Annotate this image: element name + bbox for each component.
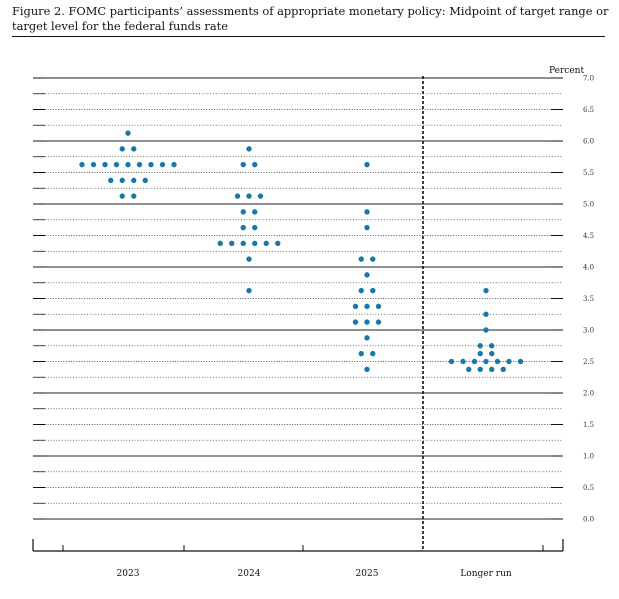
x-category-label: 2025 (356, 569, 379, 579)
participant-dot (500, 366, 506, 373)
dots (79, 130, 524, 373)
participant-dot (370, 350, 376, 357)
participant-dot (217, 240, 223, 247)
participant-dot (125, 130, 131, 136)
participant-dot (234, 193, 241, 199)
participant-dot (358, 350, 364, 357)
x-category-label: 2024 (238, 569, 261, 579)
participant-dot (364, 161, 370, 168)
participant-dot (171, 161, 177, 168)
participant-dot (240, 161, 246, 168)
participant-dot (477, 343, 483, 349)
y-tick-label: 3.5 (583, 295, 594, 303)
y-tick-label: 4.5 (583, 232, 594, 240)
y-tick-label: 6.0 (583, 138, 594, 146)
participant-dot (483, 327, 489, 333)
y-tick-label: 2.0 (583, 390, 594, 398)
participant-dot (252, 224, 258, 231)
participant-dot (375, 303, 382, 310)
participant-dot (358, 287, 364, 294)
y-tick-label: 4.0 (583, 264, 594, 272)
participant-dot (471, 358, 478, 365)
participant-dot (364, 303, 370, 310)
participant-dot (246, 287, 252, 294)
participant-dot (252, 161, 258, 168)
participant-dot (108, 177, 114, 184)
participant-dot (489, 366, 495, 373)
participant-dot (364, 319, 370, 325)
x-category-label: 2023 (117, 569, 140, 579)
y-tick-label: 5.0 (583, 201, 594, 209)
participant-dot (252, 240, 258, 247)
participant-dot (246, 256, 252, 262)
participant-dot (483, 358, 489, 365)
participant-dot (102, 161, 108, 168)
participant-dot (460, 358, 466, 365)
y-tick-label: 7.0 (583, 75, 594, 83)
participant-dot (358, 256, 364, 262)
participant-dot (466, 366, 472, 373)
participant-dot (477, 366, 483, 373)
y-tick-label: 5.5 (583, 169, 594, 177)
participant-dot (229, 240, 235, 247)
participant-dot (246, 193, 252, 199)
participant-dot (263, 240, 269, 247)
participant-dot (240, 240, 246, 247)
y-axis-unit-label: Percent (549, 66, 584, 76)
participant-dot (352, 319, 359, 325)
participant-dot (489, 343, 495, 349)
x-axis: 2023 2024 2025 Longer run (32, 539, 564, 579)
participant-dot (364, 366, 370, 373)
y-tick-label: 1.0 (583, 453, 594, 461)
participant-dot (483, 311, 489, 317)
x-category-label: Longer run (460, 569, 512, 579)
participant-dot (90, 161, 97, 168)
y-tick-label: 3.0 (583, 327, 594, 335)
participant-dot (257, 193, 264, 199)
participant-dot (125, 161, 131, 168)
participant-dot (506, 358, 512, 365)
participant-dot (113, 161, 120, 168)
participant-dot (119, 146, 125, 152)
participant-dot (494, 358, 501, 365)
y-tick-label: 6.5 (583, 106, 594, 114)
participant-dot (142, 177, 148, 184)
participant-dot (489, 350, 495, 357)
participant-dot (364, 209, 370, 215)
participant-dot (131, 193, 137, 199)
title-rule (12, 36, 605, 37)
participant-dot (370, 256, 376, 262)
participant-dot (517, 358, 524, 365)
participant-dot (364, 335, 370, 341)
participant-dot (477, 350, 483, 357)
gridlines (33, 77, 563, 520)
participant-dot (375, 319, 382, 325)
participant-dot (240, 209, 246, 215)
participant-dot (240, 224, 246, 231)
participant-dot (159, 161, 166, 168)
participant-dot (131, 146, 137, 152)
y-tick-label: 1.5 (583, 421, 594, 429)
participant-dot (483, 287, 489, 294)
y-tick-label: 2.5 (583, 358, 594, 366)
y-tick-label: 0.0 (583, 516, 594, 524)
participant-dot (370, 287, 376, 294)
participant-dot (148, 161, 154, 168)
participant-dot (119, 193, 125, 199)
participant-dot (252, 209, 258, 215)
participant-dot (136, 161, 143, 168)
participant-dot (364, 272, 370, 278)
participant-dot (119, 177, 125, 184)
participant-dot (448, 358, 455, 365)
chart-title: Figure 2. FOMC participants’ assessments… (12, 4, 609, 33)
participant-dot (131, 177, 137, 184)
y-tick-labels: 0.0 0.5 1.0 1.5 2.0 2.5 3.0 3.5 4.0 4.5 5.0 5.5 6.0 6… (583, 75, 594, 524)
participant-dot (79, 161, 85, 168)
participant-dot (246, 146, 252, 152)
participant-dot (275, 240, 281, 247)
participant-dot (364, 224, 370, 231)
participant-dot (352, 303, 359, 310)
y-tick-label: 0.5 (583, 484, 594, 492)
